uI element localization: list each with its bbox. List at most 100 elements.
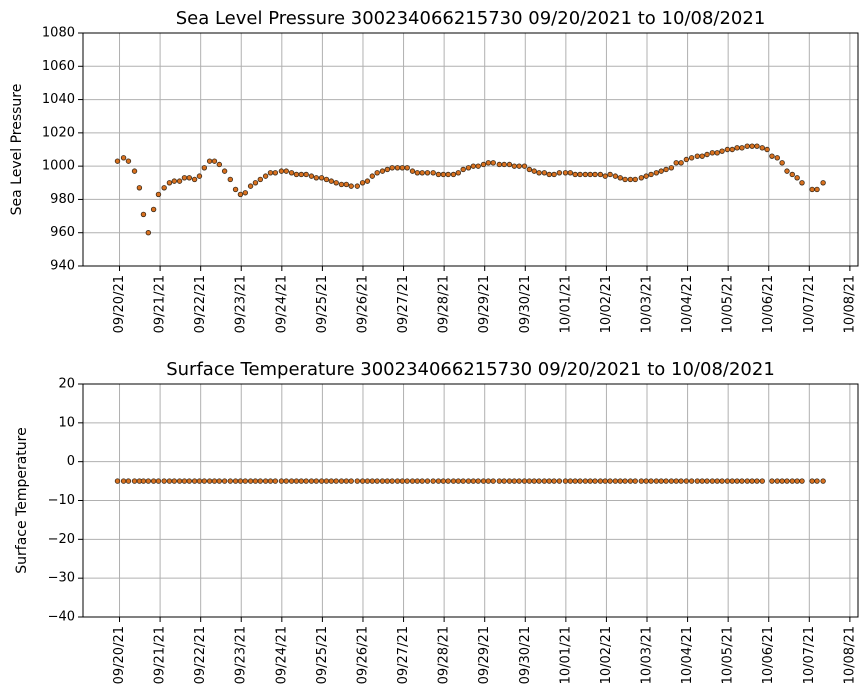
x-tick-label: 09/21/21 (153, 626, 168, 684)
data-point (480, 478, 487, 484)
data-point (607, 171, 613, 178)
data-point (516, 478, 522, 484)
data-point (328, 178, 335, 184)
data-point (536, 170, 542, 176)
data-point (435, 171, 442, 178)
data-point (333, 478, 339, 484)
data-point (125, 478, 132, 484)
data-point (470, 478, 477, 484)
data-point (419, 478, 425, 484)
x-tick-label: 10/08/21 (842, 275, 857, 333)
data-point (814, 478, 820, 484)
data-point (769, 153, 775, 159)
data-point (150, 478, 157, 484)
x-tick-label: 09/29/21 (477, 275, 492, 333)
data-point (348, 183, 354, 189)
data-point (531, 168, 537, 174)
data-point (724, 478, 731, 484)
data-point (668, 478, 675, 484)
data-point (364, 478, 371, 484)
data-point (196, 173, 203, 179)
data-point (546, 171, 552, 178)
data-point (343, 478, 350, 484)
data-point (120, 478, 127, 484)
data-point (399, 478, 406, 484)
data-point (450, 478, 457, 484)
y-tick-label: 940 (50, 259, 75, 274)
data-point (206, 158, 213, 164)
data-point (348, 478, 354, 484)
data-point (465, 478, 472, 484)
x-tick-label: 09/24/21 (274, 275, 289, 333)
data-point (572, 478, 578, 484)
y-tick-label: 1040 (42, 92, 75, 107)
data-point (389, 478, 395, 484)
data-point (744, 478, 750, 484)
data-point (814, 186, 820, 193)
data-point (288, 478, 295, 484)
data-point (145, 230, 152, 236)
data-point (774, 155, 780, 161)
data-point (237, 478, 244, 484)
data-point (440, 478, 447, 484)
data-point (734, 145, 740, 151)
data-point (267, 478, 274, 484)
data-point (704, 478, 710, 484)
data-point (404, 478, 410, 484)
data-point (592, 478, 598, 484)
data-point (653, 170, 660, 176)
data-point (221, 478, 228, 484)
data-point (369, 173, 376, 179)
data-point (490, 478, 496, 484)
data-point (191, 176, 198, 183)
data-point (582, 171, 589, 178)
data-point (744, 143, 750, 149)
y-tick-label: −30 (48, 571, 75, 586)
data-point (678, 160, 684, 166)
data-point (521, 478, 528, 484)
data-point (556, 478, 563, 484)
data-point (592, 171, 598, 178)
data-point (278, 168, 285, 174)
data-point (714, 150, 720, 156)
data-point (283, 478, 289, 484)
data-point (369, 478, 376, 484)
y-tick-label: −10 (48, 493, 75, 508)
data-point (161, 478, 167, 484)
data-point (506, 478, 513, 484)
data-point (145, 478, 152, 484)
data-point (648, 478, 654, 484)
data-point (262, 478, 269, 484)
x-tick-label: 09/21/21 (153, 275, 168, 333)
y-tick-label: 1060 (42, 59, 75, 74)
data-point (749, 478, 755, 484)
data-point (323, 478, 330, 484)
data-point (567, 478, 574, 484)
data-point (506, 161, 513, 168)
plot-frame (82, 383, 859, 618)
data-point (683, 156, 690, 163)
y-axis-label: Sea Level Pressure (9, 84, 25, 216)
data-point (511, 478, 518, 484)
data-point (125, 158, 132, 164)
data-point (607, 478, 613, 484)
data-point (293, 478, 300, 484)
data-point (242, 190, 249, 196)
x-tick-label: 10/04/21 (680, 275, 695, 333)
data-point (232, 478, 239, 484)
data-point (612, 173, 619, 179)
data-point (323, 176, 330, 183)
data-point (303, 171, 309, 178)
data-point (688, 155, 695, 161)
y-tick-label: 0 (67, 454, 75, 469)
data-point (764, 146, 770, 153)
data-point (114, 478, 121, 484)
x-tick-label: 10/02/21 (599, 275, 614, 333)
data-point (409, 168, 416, 174)
data-point (794, 175, 800, 181)
chart: Sea Level Pressure 300234066215730 09/20… (9, 8, 859, 333)
data-point (237, 191, 244, 198)
data-point (622, 176, 628, 183)
data-point (252, 478, 259, 484)
